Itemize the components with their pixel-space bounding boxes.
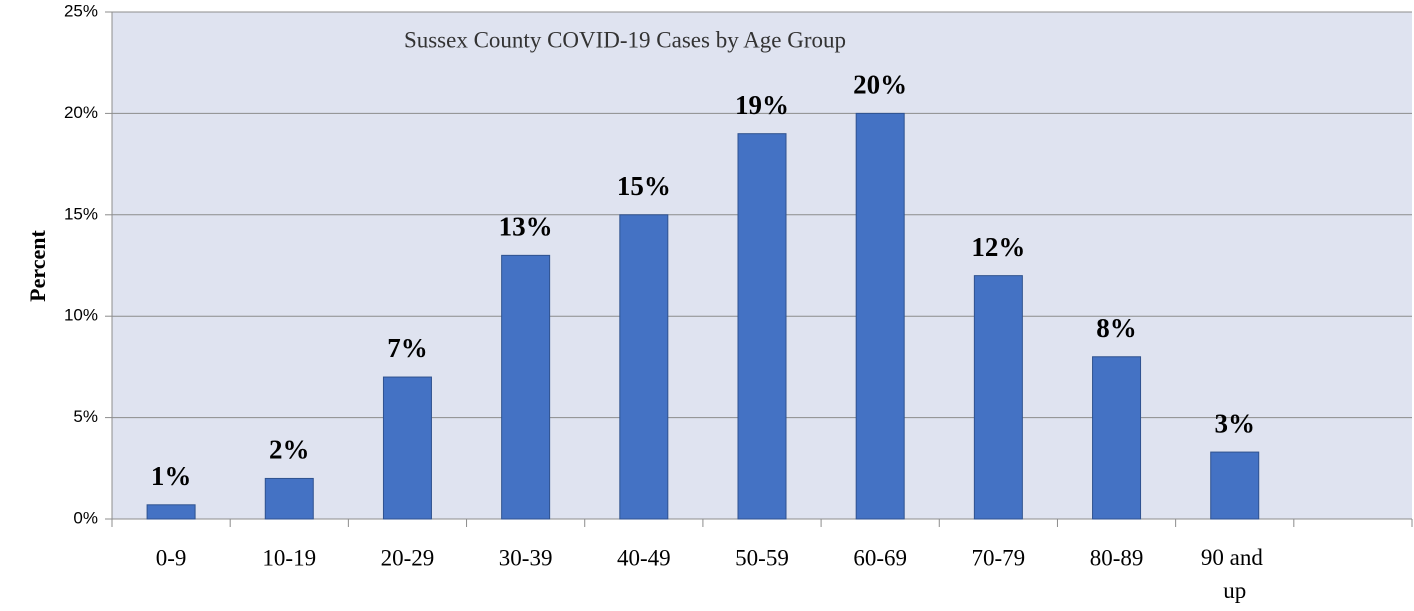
x-tick-label: 50-59 bbox=[735, 545, 789, 570]
x-tick-label: 80-89 bbox=[1090, 545, 1144, 570]
data-label: 19% bbox=[735, 90, 789, 120]
y-tick-label: 5% bbox=[73, 407, 98, 426]
x-tick-label: 30-39 bbox=[499, 545, 553, 570]
y-tick-label: 25% bbox=[64, 1, 98, 20]
bar bbox=[973, 275, 1023, 520]
y-tick-label: 15% bbox=[64, 204, 98, 223]
bar bbox=[501, 254, 551, 520]
bar bbox=[1092, 356, 1142, 520]
data-label: 2% bbox=[269, 435, 310, 465]
bar bbox=[382, 376, 432, 520]
data-label: 15% bbox=[617, 171, 671, 201]
data-label: 8% bbox=[1096, 313, 1137, 343]
bar bbox=[1210, 451, 1260, 520]
x-tick-label: 60-69 bbox=[853, 545, 907, 570]
y-tick-label: 20% bbox=[64, 103, 98, 122]
bar bbox=[619, 214, 669, 520]
x-tick-label: 20-29 bbox=[381, 545, 435, 570]
x-tick-label: 10-19 bbox=[262, 545, 316, 570]
data-label: 1% bbox=[151, 461, 192, 491]
y-tick-label: 10% bbox=[64, 306, 98, 325]
x-tick-label: 70-79 bbox=[972, 545, 1026, 570]
y-axis-label: Percent bbox=[25, 230, 50, 302]
x-tick-label: 40-49 bbox=[617, 545, 671, 570]
data-label: 7% bbox=[387, 333, 428, 363]
data-label: 13% bbox=[499, 212, 553, 242]
chart-title: Sussex County COVID-19 Cases by Age Grou… bbox=[404, 27, 846, 52]
y-tick-label: 0% bbox=[73, 508, 98, 527]
x-tick-label: 90 and up bbox=[1201, 545, 1269, 603]
data-label: 20% bbox=[853, 70, 907, 100]
bar bbox=[264, 477, 314, 520]
bar bbox=[855, 112, 905, 520]
bar bbox=[146, 504, 196, 520]
x-tick-label: 0-9 bbox=[156, 545, 187, 570]
data-label: 3% bbox=[1214, 408, 1255, 438]
bar bbox=[737, 133, 787, 520]
data-label: 12% bbox=[971, 232, 1025, 262]
